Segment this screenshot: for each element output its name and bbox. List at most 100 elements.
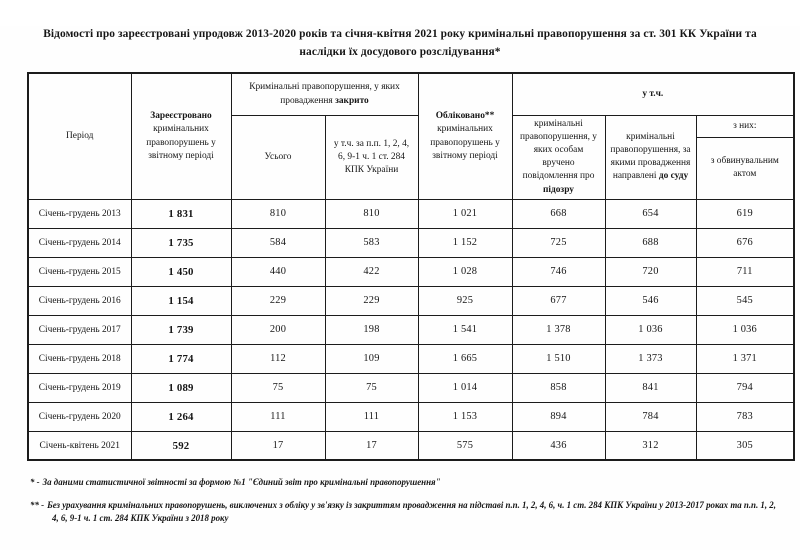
indictment-cell: 783 <box>695 401 795 432</box>
registered-cell: 1 154 <box>130 285 232 316</box>
registered-cell: 1 739 <box>130 314 232 345</box>
recorded-cell: 575 <box>417 430 513 461</box>
closed-total-cell: 75 <box>230 372 326 403</box>
to-court-cell: 841 <box>604 372 697 403</box>
suspicion-cell: 894 <box>511 401 606 432</box>
header-incl-group: у т.ч. <box>511 72 795 116</box>
header-suspicion: кримінальні правопорушення, у яких особа… <box>511 114 606 200</box>
footnote-1-text: За даними статистичної звітності за форм… <box>42 477 441 488</box>
header-indictment: з обвинувальним актом <box>695 136 795 200</box>
footnote-2-marker: ** - <box>30 499 45 510</box>
table-row: Січень-грудень 2020 1 264 111 111 1 153 … <box>27 401 795 432</box>
closed-total-cell: 200 <box>230 314 326 345</box>
table-row: Січень-грудень 2019 1 089 75 75 1 014 85… <box>27 372 795 403</box>
period-cell: Січень-грудень 2013 <box>27 198 132 229</box>
registered-cell: 1 774 <box>130 343 232 374</box>
footnote-1: * - За даними статистичної звітності за ф… <box>30 476 782 489</box>
table-row: Січень-грудень 2015 1 450 440 422 1 028 … <box>27 256 795 287</box>
header-suspicion-prefix: кримінальні правопорушення, у яких особа… <box>520 118 597 182</box>
indictment-cell: 711 <box>695 256 795 287</box>
to-court-cell: 688 <box>604 227 697 258</box>
table-row: Січень-грудень 2014 1 735 584 583 1 152 … <box>27 227 795 258</box>
recorded-cell: 1 014 <box>417 372 513 403</box>
indictment-cell: 305 <box>695 430 795 461</box>
closed-284-cell: 583 <box>324 227 419 258</box>
footnote-2-text: Без урахування кримінальних правопорушен… <box>47 499 776 523</box>
recorded-cell: 1 541 <box>417 314 513 345</box>
suspicion-cell: 677 <box>511 285 606 316</box>
suspicion-cell: 668 <box>511 198 606 229</box>
closed-284-cell: 198 <box>324 314 419 345</box>
indictment-cell: 545 <box>695 285 795 316</box>
header-closed-prefix: Кримінальні правопорушення, у яких прова… <box>249 82 400 106</box>
footnotes: * - За даними статистичної звітності за ф… <box>30 476 782 525</box>
period-cell: Січень-грудень 2019 <box>27 372 132 403</box>
closed-284-cell: 75 <box>324 372 419 403</box>
header-closed-group: Кримінальні правопорушення, у яких прова… <box>230 72 419 116</box>
suspicion-cell: 436 <box>511 430 606 461</box>
header-registered-rest: кримінальних правопорушень у звітному пе… <box>146 124 216 161</box>
statistics-table: Період Зареєстровано кримінальних правоп… <box>27 72 796 462</box>
document-title: Відомості про зареєстровані упродовж 201… <box>43 28 757 58</box>
closed-284-cell: 229 <box>324 285 419 316</box>
table-row: Січень-грудень 2016 1 154 229 229 925 67… <box>27 285 795 316</box>
table-header: Період Зареєстровано кримінальних правоп… <box>27 72 795 200</box>
closed-284-cell: 17 <box>324 430 419 461</box>
registered-cell: 1 735 <box>130 227 232 258</box>
period-cell: Січень-грудень 2018 <box>27 343 132 374</box>
header-closed-284: у т.ч. за п.п. 1, 2, 4, 6, 9-1 ч. 1 ст. … <box>324 114 419 200</box>
closed-total-cell: 111 <box>230 401 326 432</box>
recorded-cell: 1 021 <box>417 198 513 229</box>
closed-total-cell: 17 <box>230 430 326 461</box>
period-cell: Січень-грудень 2016 <box>27 285 132 316</box>
to-court-cell: 312 <box>604 430 697 461</box>
indictment-cell: 1 371 <box>695 343 795 374</box>
closed-total-cell: 584 <box>230 227 326 258</box>
header-recorded-rest: кримінальних правопорушень у звітному пе… <box>430 124 500 161</box>
header-period: Період <box>27 72 132 200</box>
period-cell: Січень-грудень 2020 <box>27 401 132 432</box>
period-cell: Січень-квітень 2021 <box>27 430 132 461</box>
suspicion-cell: 725 <box>511 227 606 258</box>
closed-total-cell: 229 <box>230 285 326 316</box>
recorded-cell: 1 028 <box>417 256 513 287</box>
closed-284-cell: 111 <box>324 401 419 432</box>
closed-284-cell: 109 <box>324 343 419 374</box>
registered-cell: 1 450 <box>130 256 232 287</box>
footnote-2: ** - Без урахування кримінальних правопор… <box>30 499 782 526</box>
header-closed-bold: закрито <box>335 95 369 106</box>
table-row: Січень-квітень 2021 592 17 17 575 436 31… <box>27 430 795 461</box>
registered-cell: 1 264 <box>130 401 232 432</box>
closed-total-cell: 440 <box>230 256 326 287</box>
header-court-bold: до суду <box>658 171 689 182</box>
header-registered: Зареєстровано кримінальних правопорушень… <box>130 72 232 200</box>
header-incl-label: у т.ч. <box>642 89 664 100</box>
suspicion-cell: 1 378 <box>511 314 606 345</box>
header-registered-bold: Зареєстровано <box>150 111 212 122</box>
registered-cell: 1 089 <box>130 372 232 403</box>
header-recorded-bold: Обліковано** <box>435 111 495 122</box>
header-to-court: кримінальні правопорушення, за якими про… <box>604 114 697 200</box>
indictment-cell: 619 <box>695 198 795 229</box>
indictment-cell: 676 <box>695 227 795 258</box>
suspicion-cell: 1 510 <box>511 343 606 374</box>
registered-cell: 592 <box>130 430 232 461</box>
footnote-1-marker: * - <box>30 477 40 488</box>
header-suspicion-bold: підозру <box>543 184 574 195</box>
recorded-cell: 925 <box>417 285 513 316</box>
closed-total-cell: 810 <box>230 198 326 229</box>
registered-cell: 1 831 <box>130 198 232 229</box>
to-court-cell: 784 <box>604 401 697 432</box>
suspicion-cell: 746 <box>511 256 606 287</box>
document-page: Відомості про зареєстровані упродовж 201… <box>0 26 800 550</box>
recorded-cell: 1 153 <box>417 401 513 432</box>
table-body: Січень-грудень 2013 1 831 810 810 1 021 … <box>27 198 795 461</box>
period-cell: Січень-грудень 2014 <box>27 227 132 258</box>
to-court-cell: 1 036 <box>604 314 697 345</box>
recorded-cell: 1 152 <box>417 227 513 258</box>
to-court-cell: 546 <box>604 285 697 316</box>
suspicion-cell: 858 <box>511 372 606 403</box>
recorded-cell: 1 665 <box>417 343 513 374</box>
table-row: Січень-грудень 2013 1 831 810 810 1 021 … <box>27 198 795 229</box>
header-court-prefix: кримінальні правопорушення, за якими про… <box>610 132 691 182</box>
